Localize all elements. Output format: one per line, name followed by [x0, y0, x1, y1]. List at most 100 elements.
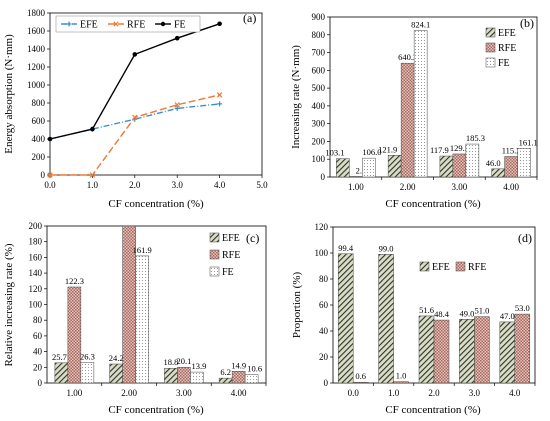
data-point — [217, 101, 223, 107]
data-point — [216, 92, 223, 98]
legend-label-rfe: RFE — [498, 43, 516, 54]
legend-label-rfe: RFE — [127, 20, 145, 31]
panel-d-bar-chart: (d) CF concentration (%) Proportion (%) … — [291, 222, 536, 416]
data-point — [47, 172, 53, 178]
bar-fe — [190, 371, 204, 384]
x-tick-label: 3.00 — [452, 182, 468, 192]
x-tick-label: 2.0 — [129, 180, 141, 190]
x-tick-label: 2.0 — [428, 388, 440, 398]
x-tick-label: 4.0 — [214, 180, 226, 190]
y-tick-label: 120 — [315, 222, 329, 232]
bar-fe — [465, 143, 480, 178]
data-point — [174, 35, 180, 41]
legend-marker — [66, 21, 72, 27]
data-label: 1.0 — [396, 371, 407, 381]
x-tick-label: 1.00 — [348, 182, 364, 192]
bar-rfe — [514, 313, 531, 384]
y-tick-label: 800 — [32, 98, 46, 108]
y-tick-label: 100 — [312, 154, 326, 164]
data-label: 14.9 — [231, 360, 246, 370]
data-label: 47.0 — [500, 311, 515, 321]
panel-label-b: (b) — [520, 16, 534, 30]
y-tick-label: 200 — [312, 136, 326, 146]
data-label: 115.2 — [502, 146, 521, 156]
legend-swatch-rfe — [485, 42, 496, 53]
bar-efe — [337, 253, 354, 384]
data-label: 2.9 — [356, 165, 367, 175]
legend-swatch-fe — [485, 57, 496, 68]
y-tick-label: 140 — [29, 268, 43, 278]
y-tick-label: 60 — [33, 331, 43, 341]
bar-efe — [109, 363, 123, 384]
legend-swatch-efe — [209, 232, 220, 243]
data-label: 48.4 — [434, 309, 450, 319]
legend-marker — [113, 21, 119, 27]
data-label: 51.6 — [419, 305, 434, 315]
data-label: 20.1 — [176, 356, 191, 366]
legend-label-efe: EFE — [80, 20, 98, 31]
x-tick-label: 1.0 — [388, 388, 400, 398]
data-label: 161.9 — [133, 245, 152, 255]
x-axis-label-d: CF concentration (%) — [385, 404, 481, 416]
data-label: 121.9 — [378, 144, 397, 154]
y-axis-label-b: Increasing rate (N·mm) — [290, 45, 302, 149]
bar-fe — [80, 362, 95, 384]
y-tick-label: 200 — [32, 152, 46, 162]
x-tick-label: 0.0 — [44, 180, 56, 190]
x-tick-label: 2.00 — [400, 182, 416, 192]
bar-fe — [244, 374, 259, 384]
legend-label-efe: EFE — [222, 233, 240, 244]
bar-efe — [491, 168, 505, 178]
x-tick-label: 5.0 — [256, 180, 268, 190]
y-tick-label: 20 — [33, 362, 43, 372]
data-label: 161.1 — [519, 137, 538, 147]
bar-rfe — [474, 316, 490, 384]
data-label: 122.3 — [65, 276, 84, 286]
data-label: 13.9 — [191, 361, 206, 371]
data-label: 26.3 — [80, 351, 95, 361]
panel-b-bar-chart: (b) CF concentration (%) Increasing rate… — [290, 12, 538, 210]
y-tick-label: 200 — [29, 221, 43, 231]
y-tick-label: 0 — [321, 172, 326, 182]
y-tick-label: 20 — [319, 352, 329, 362]
legend-label-fe: FE — [174, 20, 186, 31]
x-tick-label: 1.0 — [87, 180, 99, 190]
data-label: 106.0 — [362, 147, 381, 157]
bar-rfe — [400, 62, 415, 178]
y-tick-label: 1200 — [27, 62, 46, 72]
bar-fe — [135, 255, 149, 384]
bar-rfe — [177, 366, 191, 384]
legend-label-rfe: RFE — [468, 262, 486, 273]
panel-label-a: (a) — [243, 11, 256, 25]
data-point — [132, 52, 138, 57]
bar-rfe — [231, 371, 246, 384]
y-tick-label: 0 — [324, 378, 329, 388]
legend-swatch-rfe — [209, 249, 220, 260]
data-point — [174, 105, 180, 111]
data-label: 49.0 — [459, 308, 474, 318]
data-point — [132, 114, 138, 121]
data-label: 6.2 — [220, 367, 231, 377]
y-axis-label-d: Proportion (%) — [291, 272, 303, 339]
legend-swatch-efe — [419, 261, 430, 272]
bar-efe — [218, 377, 233, 384]
y-tick-label: 300 — [312, 119, 326, 129]
y-tick-label: 600 — [312, 65, 326, 75]
panel-label-c: (c) — [246, 231, 259, 245]
y-tick-label: 700 — [312, 48, 326, 58]
legend-label-fe: FE — [222, 267, 234, 278]
bar-efe — [387, 155, 402, 178]
x-tick-label: 4.00 — [503, 182, 519, 192]
x-tick-label: 4.00 — [231, 388, 247, 398]
y-tick-label: 40 — [319, 326, 329, 336]
legend-swatch-rfe — [455, 261, 466, 272]
data-label: 103.1 — [325, 148, 344, 158]
data-point — [47, 136, 53, 142]
x-tick-label: 2.00 — [121, 388, 137, 398]
plot-area-a — [49, 12, 263, 176]
bar-rfe — [349, 176, 363, 178]
y-tick-label: 400 — [312, 101, 326, 111]
y-tick-label: 180 — [29, 237, 43, 247]
legend-swatch-fe — [209, 266, 220, 277]
bar-fe — [413, 30, 428, 178]
